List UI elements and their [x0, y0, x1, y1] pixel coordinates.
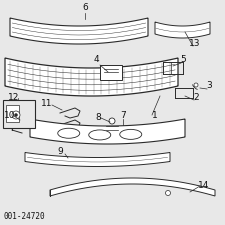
Text: 001-24720: 001-24720 — [3, 212, 45, 221]
Ellipse shape — [58, 128, 80, 138]
Polygon shape — [30, 119, 185, 144]
Text: 11: 11 — [41, 99, 53, 108]
Text: 7: 7 — [120, 112, 126, 121]
Polygon shape — [10, 18, 148, 44]
Circle shape — [12, 111, 20, 119]
Text: 9: 9 — [57, 148, 63, 157]
Text: 12: 12 — [8, 92, 20, 101]
Ellipse shape — [120, 129, 142, 139]
FancyBboxPatch shape — [3, 100, 35, 128]
Circle shape — [166, 191, 171, 196]
Circle shape — [194, 83, 198, 87]
Text: 8: 8 — [95, 113, 101, 122]
Text: 10: 10 — [4, 110, 16, 119]
Polygon shape — [50, 178, 215, 196]
FancyBboxPatch shape — [6, 105, 19, 122]
FancyBboxPatch shape — [100, 65, 122, 80]
Text: 14: 14 — [198, 180, 210, 189]
Polygon shape — [155, 22, 210, 38]
Text: 5: 5 — [180, 56, 186, 65]
Text: 4: 4 — [93, 56, 99, 65]
Text: 1: 1 — [152, 110, 158, 119]
Circle shape — [109, 118, 115, 124]
Circle shape — [14, 113, 18, 117]
Text: 6: 6 — [82, 4, 88, 13]
Text: 2: 2 — [193, 92, 199, 101]
Polygon shape — [5, 58, 178, 96]
Text: 3: 3 — [206, 81, 212, 90]
Ellipse shape — [89, 130, 111, 140]
Polygon shape — [25, 153, 170, 166]
Text: 13: 13 — [189, 38, 201, 47]
